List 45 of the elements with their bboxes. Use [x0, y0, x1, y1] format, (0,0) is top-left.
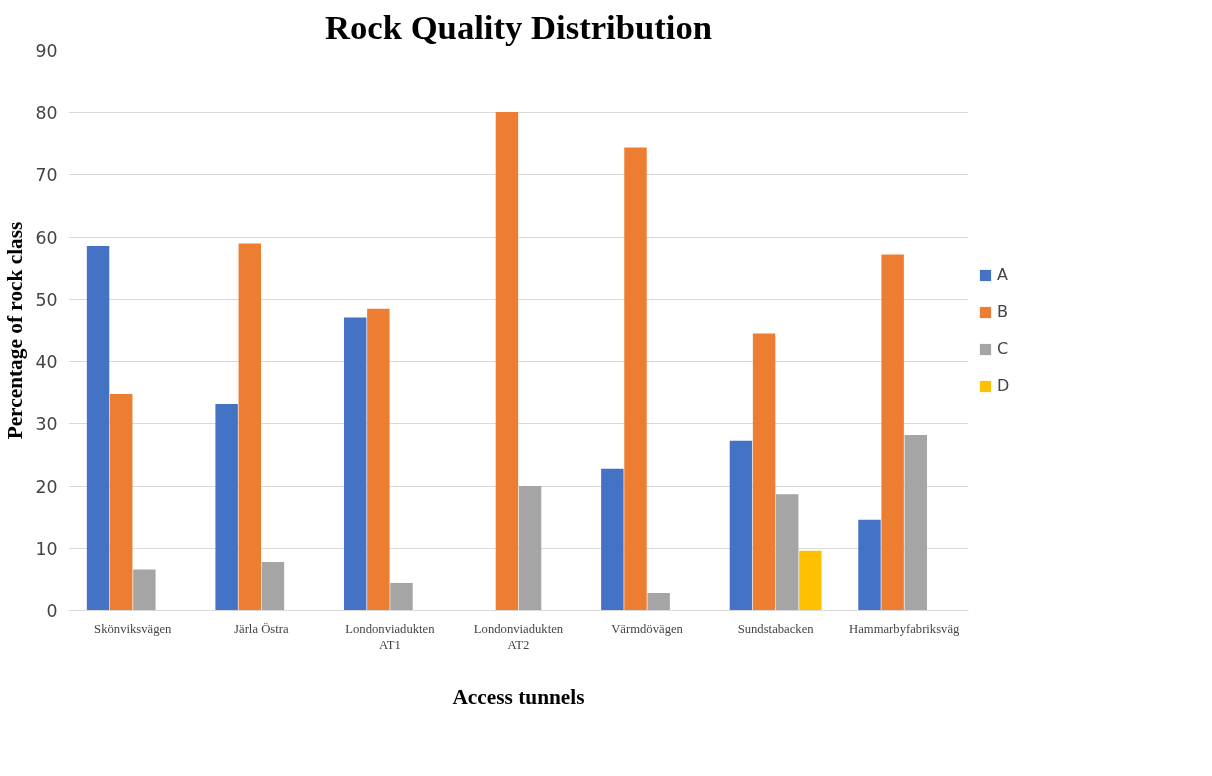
x-tick-label: Värmdövägen [611, 621, 684, 636]
x-tick-label: Londonviadukten AT1 [345, 621, 436, 653]
bar [858, 519, 881, 611]
y-tick-label: 70 [35, 165, 58, 186]
legend-label: D [997, 376, 1011, 395]
legend-label: A [997, 265, 1009, 284]
x-tick-label: Hammarbyfabriksväg [849, 621, 961, 636]
bar [390, 583, 413, 611]
y-tick-label: 40 [35, 352, 58, 373]
legend-label: B [997, 302, 1009, 321]
bar [752, 333, 776, 611]
y-tick-label: 20 [35, 476, 58, 497]
bar [238, 243, 262, 611]
y-tick-label: 30 [35, 414, 58, 435]
x-tick-label: Londonviadukten AT2 [473, 621, 564, 653]
bar [343, 317, 367, 611]
bar [133, 569, 156, 611]
bar [367, 308, 390, 611]
bar [518, 486, 542, 611]
y-tick-label: 60 [35, 227, 58, 248]
y-tick-label: 50 [35, 289, 58, 310]
bar [881, 254, 904, 611]
x-tick-label: Järla Östra [234, 621, 289, 636]
bar [799, 550, 822, 611]
legend-label: C [997, 339, 1010, 358]
x-tick-label: Sundstabacken [737, 621, 815, 636]
bar [601, 468, 624, 611]
bar [215, 403, 238, 611]
y-tick-label: 90 [35, 41, 58, 61]
bar [775, 494, 799, 611]
chart-title: Rock Quality Distribution [324, 7, 713, 46]
bar [495, 112, 519, 611]
y-tick-label: 10 [35, 538, 58, 559]
bar [261, 561, 285, 611]
bar [624, 147, 647, 611]
x-tick-label: Skönviksvägen [94, 621, 173, 636]
bar [647, 593, 670, 611]
bar [904, 435, 928, 611]
y-tick-label: 80 [35, 103, 58, 124]
y-axis-title: Percentage of rock class [3, 221, 28, 440]
bar [109, 393, 133, 611]
bar [86, 245, 110, 611]
bar [729, 440, 753, 611]
y-tick-label: 0 [46, 601, 58, 621]
x-axis-title: Access tunnels [452, 685, 585, 710]
